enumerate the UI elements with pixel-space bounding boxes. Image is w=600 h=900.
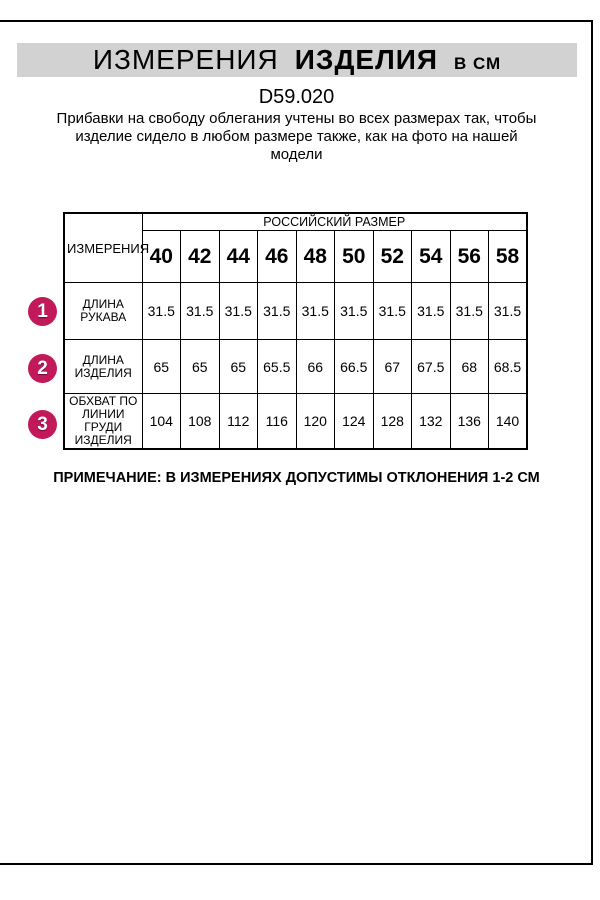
row-marker-1-number: 1 xyxy=(37,300,48,322)
value-cell: 31.5 xyxy=(295,282,335,340)
value-cell: 67.5 xyxy=(411,339,451,394)
title-bar: ИЗМЕРЕНИЯ ИЗДЕЛИЯ В СМ xyxy=(17,43,577,77)
value-cell: 104 xyxy=(141,393,181,450)
value-cell: 31.5 xyxy=(218,282,258,340)
size-header-40: 40 xyxy=(141,230,181,283)
value-cell: 67 xyxy=(372,339,412,394)
value-cell: 140 xyxy=(488,393,528,450)
measurements-table: ИЗМЕРЕНИЯ РОССИЙСКИЙ РАЗМЕР 40 42 44 46 48 50 52… xyxy=(63,212,528,450)
title-product: ИЗДЕЛИЯ xyxy=(294,44,438,75)
page-border-frame xyxy=(0,20,593,865)
value-cell: 65 xyxy=(218,339,258,394)
value-cell: 31.5 xyxy=(411,282,451,340)
row-marker-2-number: 2 xyxy=(37,357,48,379)
value-cell: 31.5 xyxy=(141,282,181,340)
table-row: ДЛИНА ИЗДЕЛИЯ 65 65 65 65.5 66 66.5 67 67.5 68 68.… xyxy=(63,339,528,394)
size-header-58: 58 xyxy=(488,230,528,283)
row-marker-3-number: 3 xyxy=(37,413,48,435)
value-cell: 116 xyxy=(257,393,297,450)
value-cell: 112 xyxy=(218,393,258,450)
row-marker-1: 1 xyxy=(28,297,57,326)
table-row: ОБХВАТ ПО ЛИНИИ ГРУДИ ИЗДЕЛИЯ 104 108 112 11… xyxy=(63,393,528,450)
value-cell: 65.5 xyxy=(257,339,297,394)
size-header-52: 52 xyxy=(372,230,412,283)
value-cell: 31.5 xyxy=(257,282,297,340)
value-cell: 124 xyxy=(334,393,374,450)
title-unit: В СМ xyxy=(453,54,502,73)
value-cell: 128 xyxy=(372,393,412,450)
row-label-2: ДЛИНА ИЗДЕЛИЯ xyxy=(63,339,143,394)
size-header-44: 44 xyxy=(218,230,258,283)
value-cell: 108 xyxy=(180,393,220,450)
value-cell: 31.5 xyxy=(180,282,220,340)
size-header-56: 56 xyxy=(449,230,489,283)
value-cell: 31.5 xyxy=(334,282,374,340)
size-header-42: 42 xyxy=(180,230,220,283)
value-cell: 68.5 xyxy=(488,339,528,394)
value-cell: 66 xyxy=(295,339,335,394)
size-header-54: 54 xyxy=(411,230,451,283)
row-marker-2: 2 xyxy=(28,354,57,383)
table-row: ДЛИНА РУКАВА 31.5 31.5 31.5 31.5 31.5 31.5 31.5… xyxy=(63,282,528,340)
value-cell: 120 xyxy=(295,393,335,450)
description-text: Прибавки на свободу облегания учтены во … xyxy=(56,110,537,163)
title-measurements: ИЗМЕРЕНИЯ xyxy=(92,44,279,75)
size-header-46: 46 xyxy=(257,230,297,283)
row-label-1: ДЛИНА РУКАВА xyxy=(63,282,143,340)
value-cell: 66.5 xyxy=(334,339,374,394)
product-code: D59.020 xyxy=(258,86,335,108)
size-group-header: РОССИЙСКИЙ РАЗМЕР xyxy=(141,212,528,231)
note-text: ПРИМЕЧАНИЕ: В ИЗМЕРЕНИЯХ ДОПУСТИМЫ ОТКЛО… xyxy=(53,470,540,486)
size-header-48: 48 xyxy=(295,230,335,283)
row-marker-3: 3 xyxy=(28,410,57,439)
value-cell: 31.5 xyxy=(449,282,489,340)
table-corner-header: ИЗМЕРЕНИЯ xyxy=(63,212,149,283)
row-label-3: ОБХВАТ ПО ЛИНИИ ГРУДИ ИЗДЕЛИЯ xyxy=(63,393,143,450)
value-cell: 65 xyxy=(141,339,181,394)
value-cell: 31.5 xyxy=(372,282,412,340)
value-cell: 136 xyxy=(449,393,489,450)
size-header-50: 50 xyxy=(334,230,374,283)
value-cell: 31.5 xyxy=(488,282,528,340)
value-cell: 65 xyxy=(180,339,220,394)
value-cell: 68 xyxy=(449,339,489,394)
value-cell: 132 xyxy=(411,393,451,450)
